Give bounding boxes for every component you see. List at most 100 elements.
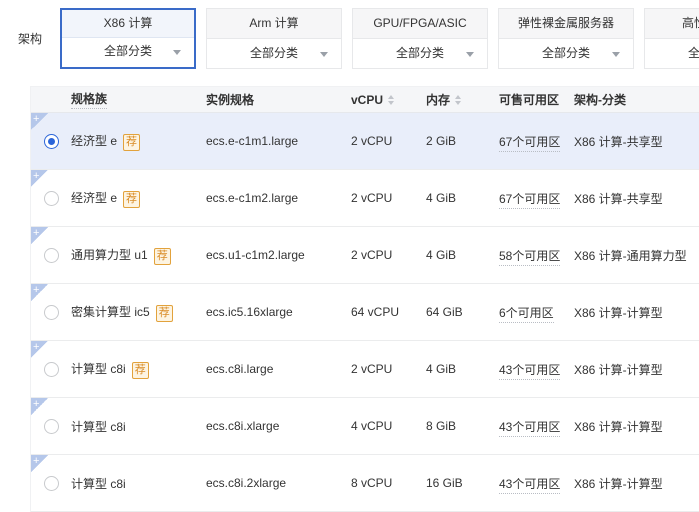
column-header-category: 架构-分类 <box>574 87 699 113</box>
spec-cell: ecs.e-c1m2.large <box>206 191 299 205</box>
category-cell: X86 计算-通用算力型 <box>574 248 687 263</box>
zones-link[interactable]: 43个可用区 <box>499 419 561 437</box>
recommended-badge: 荐 <box>155 304 173 322</box>
add-corner-icon[interactable]: + <box>31 398 48 415</box>
add-corner-icon[interactable]: + <box>31 341 48 358</box>
vcpu-cell: 2 vCPU <box>351 362 393 376</box>
category-cell: X86 计算-共享型 <box>574 134 663 149</box>
instance-type-table: 规格族 实例规格 vCPU 内存 <box>30 86 699 512</box>
architecture-label: 架构 <box>18 32 43 46</box>
zones-link[interactable]: 6个可用区 <box>499 305 554 323</box>
add-corner-icon[interactable]: + <box>31 113 48 130</box>
memory-cell: 64 GiB <box>426 305 463 319</box>
table-row[interactable]: + 经济型 e 荐 ecs.e-c1m2.large 2 vCPU 4 GiB 6… <box>31 169 699 227</box>
zones-link[interactable]: 58个可用区 <box>499 248 561 266</box>
zones-link[interactable]: 43个可用区 <box>499 362 561 380</box>
chevron-down-icon <box>173 50 181 55</box>
recommended-badge: 荐 <box>131 361 149 379</box>
tab-x86[interactable]: X86 计算 全部分类 <box>60 8 196 69</box>
vcpu-cell: 2 vCPU <box>351 134 393 148</box>
chevron-down-icon <box>320 52 328 57</box>
spec-cell: ecs.e-c1m1.large <box>206 134 299 148</box>
table-row[interactable]: + 计算型 c8i ecs.c8i.2xlarge 8 vCPU 16 GiB … <box>31 454 699 512</box>
chevron-down-icon <box>612 52 620 57</box>
spec-cell: ecs.ic5.16xlarge <box>206 305 293 319</box>
memory-cell: 8 GiB <box>426 419 457 433</box>
category-cell: X86 计算-计算型 <box>574 305 663 320</box>
row-radio[interactable] <box>43 475 59 491</box>
tab-arm-title[interactable]: Arm 计算 <box>207 9 341 39</box>
dropdown-value: 全部分类 <box>249 46 298 60</box>
tab-hpc-category-dropdown[interactable]: 全部分类 <box>645 39 699 68</box>
tab-hpc[interactable]: 高性能计算 全部分类 <box>644 8 699 69</box>
family-label: 通用算力型 u1 <box>71 247 148 262</box>
vcpu-cell: 2 vCPU <box>351 191 393 205</box>
table-row[interactable]: + 计算型 c8i 荐 ecs.c8i.large 2 vCPU 4 GiB 43… <box>31 340 699 398</box>
tab-arm[interactable]: Arm 计算 全部分类 <box>206 8 342 69</box>
memory-cell: 4 GiB <box>426 362 457 376</box>
chevron-down-icon <box>466 52 474 57</box>
vcpu-cell: 64 vCPU <box>351 305 400 319</box>
recommended-badge: 荐 <box>123 190 141 208</box>
tab-arm-category-dropdown[interactable]: 全部分类 <box>207 39 341 68</box>
column-header-vcpu[interactable]: vCPU <box>351 87 426 113</box>
spec-cell: ecs.u1-c1m2.large <box>206 248 305 262</box>
dropdown-value: 全部分类 <box>687 46 699 60</box>
sort-icon[interactable] <box>455 94 462 105</box>
dropdown-value: 全部分类 <box>541 46 590 60</box>
add-corner-icon[interactable]: + <box>31 170 48 187</box>
category-cell: X86 计算-共享型 <box>574 191 663 206</box>
memory-cell: 4 GiB <box>426 248 457 262</box>
tab-x86-category-dropdown[interactable]: 全部分类 <box>62 38 194 65</box>
zones-link[interactable]: 67个可用区 <box>499 134 561 152</box>
zones-link[interactable]: 43个可用区 <box>499 476 561 494</box>
table-header-row: 规格族 实例规格 vCPU 内存 <box>31 87 699 113</box>
row-radio[interactable] <box>43 304 59 320</box>
row-radio[interactable] <box>43 247 59 263</box>
row-radio[interactable] <box>43 190 59 206</box>
memory-cell: 2 GiB <box>426 134 457 148</box>
add-corner-icon[interactable]: + <box>31 227 48 244</box>
vcpu-cell: 4 vCPU <box>351 419 393 433</box>
family-label: 计算型 c8i <box>71 476 126 491</box>
column-header-spec: 实例规格 <box>206 87 351 113</box>
table-row[interactable]: + 密集计算型 ic5 荐 ecs.ic5.16xlarge 64 vCPU 64… <box>31 283 699 341</box>
column-header-memory[interactable]: 内存 <box>426 87 499 113</box>
dropdown-value: 全部分类 <box>103 44 152 58</box>
tab-bare-metal-category-dropdown[interactable]: 全部分类 <box>499 39 633 68</box>
tab-x86-title[interactable]: X86 计算 <box>62 10 194 38</box>
tab-bare-metal[interactable]: 弹性裸金属服务器 全部分类 <box>498 8 634 69</box>
family-label: 经济型 e <box>71 190 118 205</box>
column-header-family[interactable]: 规格族 <box>71 87 206 113</box>
vcpu-cell: 8 vCPU <box>351 476 393 490</box>
table-row[interactable]: + 经济型 e 荐 ecs.e-c1m1.large 2 vCPU 2 GiB 6… <box>31 112 699 170</box>
category-cell: X86 计算-计算型 <box>574 362 663 377</box>
table-row[interactable]: + 计算型 c8i ecs.c8i.xlarge 4 vCPU 8 GiB 43… <box>31 397 699 455</box>
spec-cell: ecs.c8i.large <box>206 362 274 376</box>
row-radio[interactable] <box>43 418 59 434</box>
add-corner-icon[interactable]: + <box>31 455 48 472</box>
row-radio[interactable] <box>43 133 59 149</box>
spec-cell: ecs.c8i.2xlarge <box>206 476 287 490</box>
category-cell: X86 计算-计算型 <box>574 419 663 434</box>
tab-hpc-title[interactable]: 高性能计算 <box>645 9 699 39</box>
sort-icon[interactable] <box>388 94 395 105</box>
radio-column-header <box>31 87 71 113</box>
architecture-tabs: X86 计算 全部分类 Arm 计算 全部分类 GPU/FPGA/ASIC 全部… <box>60 8 699 69</box>
tab-gpu-title[interactable]: GPU/FPGA/ASIC <box>353 9 487 39</box>
tab-gpu-fpga-asic[interactable]: GPU/FPGA/ASIC 全部分类 <box>352 8 488 69</box>
recommended-badge: 荐 <box>123 133 141 151</box>
family-label: 计算型 c8i <box>71 419 126 434</box>
table-row[interactable]: + 通用算力型 u1 荐 ecs.u1-c1m2.large 2 vCPU 4 G… <box>31 226 699 284</box>
memory-cell: 4 GiB <box>426 191 457 205</box>
dropdown-value: 全部分类 <box>395 46 444 60</box>
row-radio[interactable] <box>43 361 59 377</box>
tab-gpu-category-dropdown[interactable]: 全部分类 <box>353 39 487 68</box>
add-corner-icon[interactable]: + <box>31 284 48 301</box>
spec-cell: ecs.c8i.xlarge <box>206 419 280 433</box>
column-header-zones: 可售可用区 <box>499 87 574 113</box>
family-label: 计算型 c8i <box>71 361 126 376</box>
vcpu-cell: 2 vCPU <box>351 248 393 262</box>
tab-bare-metal-title[interactable]: 弹性裸金属服务器 <box>499 9 633 39</box>
zones-link[interactable]: 67个可用区 <box>499 191 561 209</box>
